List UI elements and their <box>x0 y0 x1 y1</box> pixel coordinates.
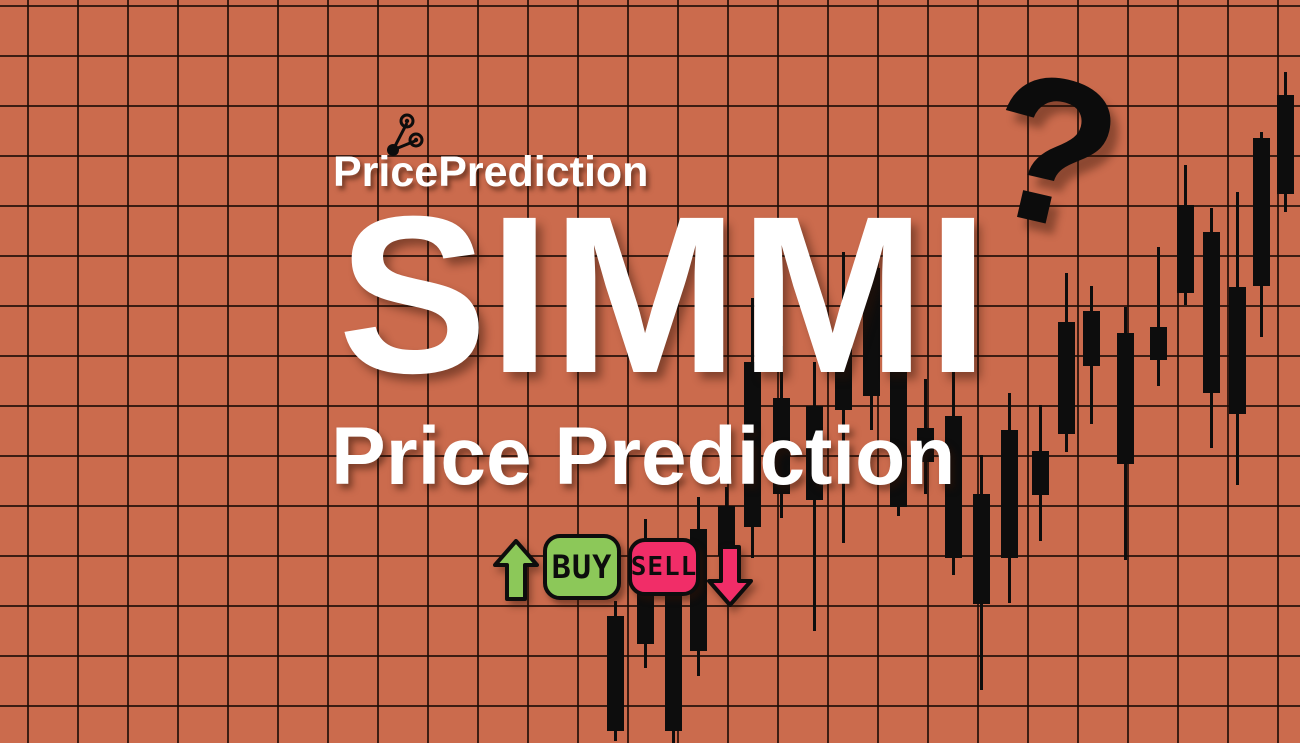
coin-title: SIMMI <box>338 170 991 420</box>
up-arrow-icon <box>493 539 539 601</box>
site-logo-text: PricePrediction <box>333 148 649 196</box>
candle-body <box>916 428 934 462</box>
candle-body <box>772 398 790 494</box>
candle-body <box>889 362 907 507</box>
candle-body <box>1149 327 1167 360</box>
candle-body <box>1202 232 1220 393</box>
sell-button[interactable]: SELL <box>628 538 700 596</box>
candle-body <box>1031 451 1049 495</box>
candle-body <box>1082 311 1100 366</box>
page-subtitle: Price Prediction <box>331 411 956 502</box>
down-arrow-icon <box>707 545 753 607</box>
candle-body <box>1057 322 1075 434</box>
candle-body <box>1252 138 1270 286</box>
candle-wick <box>1156 247 1160 386</box>
candle-body <box>1116 333 1134 464</box>
share-network-icon <box>387 113 424 156</box>
candle-body <box>1176 205 1194 293</box>
candle-body <box>944 416 962 558</box>
candle-body <box>805 406 823 500</box>
buy-button-label: BUY <box>551 548 613 586</box>
candle-body <box>1276 95 1294 194</box>
candle-body <box>862 268 880 396</box>
candle-body <box>1228 287 1246 414</box>
candle-body <box>606 616 624 731</box>
candle-body <box>1000 430 1018 558</box>
candle-body <box>664 585 682 731</box>
candle-body <box>743 362 761 527</box>
candle-body <box>717 506 735 556</box>
candle-body <box>834 330 852 410</box>
buy-button[interactable]: BUY <box>543 534 621 600</box>
candle-body <box>972 494 990 604</box>
sell-button-label: SELL <box>630 552 698 582</box>
